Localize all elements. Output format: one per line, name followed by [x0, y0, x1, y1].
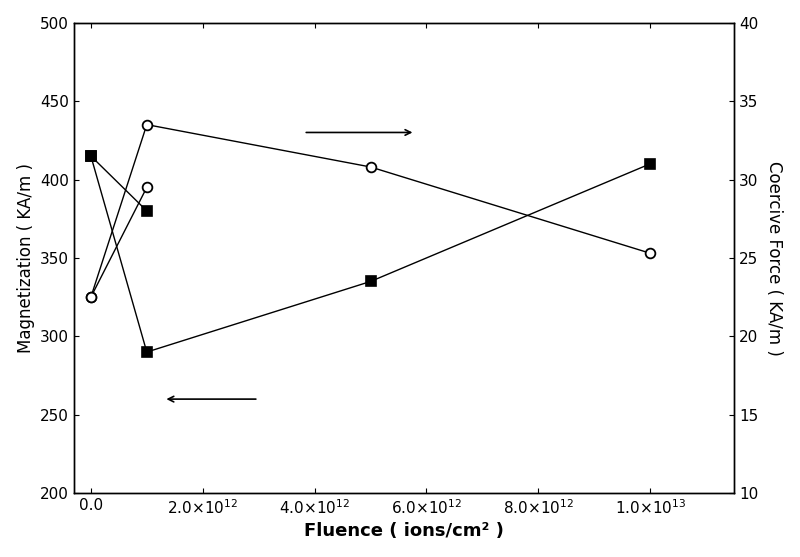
X-axis label: Fluence ( ions/cm² ): Fluence ( ions/cm² ) — [304, 522, 504, 540]
Y-axis label: Coercive Force ( KA/m ): Coercive Force ( KA/m ) — [766, 160, 783, 355]
Y-axis label: Magnetization ( KA/m ): Magnetization ( KA/m ) — [17, 163, 34, 353]
